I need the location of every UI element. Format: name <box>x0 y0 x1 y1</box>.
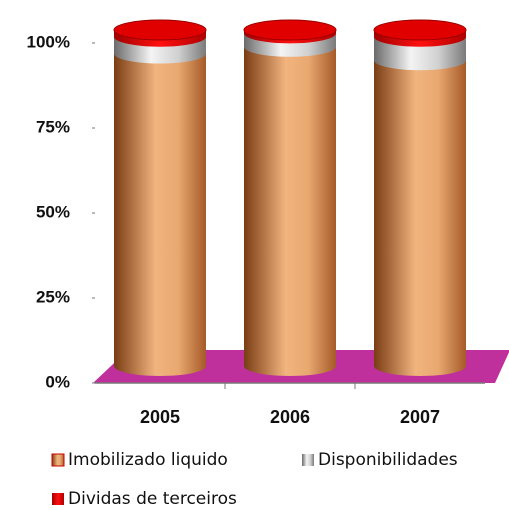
cylinder-segment <box>113 19 207 47</box>
x-tick-label: 2005 <box>140 407 180 427</box>
legend-label: Dividas de terceiros <box>68 489 237 509</box>
cylinder-segment <box>373 19 467 47</box>
legend-swatch <box>302 454 314 466</box>
legend-label: Disponibilidades <box>318 450 458 470</box>
cylinder-segment <box>244 46 336 376</box>
legend-label: Imobilizado liquido <box>68 450 228 470</box>
y-tick-label: 75% <box>36 117 70 136</box>
legend-swatch <box>51 453 65 467</box>
cylinder-segment <box>374 60 466 376</box>
cylinder-segment <box>114 53 206 376</box>
y-tick-label: 0% <box>45 372 70 391</box>
x-tick-label: 2007 <box>400 407 440 427</box>
x-tick-label: 2006 <box>270 407 310 427</box>
y-tick-label: 25% <box>36 287 70 306</box>
y-tick-label: 100% <box>27 32 70 51</box>
cylinder-segment <box>243 19 337 44</box>
legend-swatch <box>52 493 64 505</box>
y-tick-label: 50% <box>36 202 70 221</box>
